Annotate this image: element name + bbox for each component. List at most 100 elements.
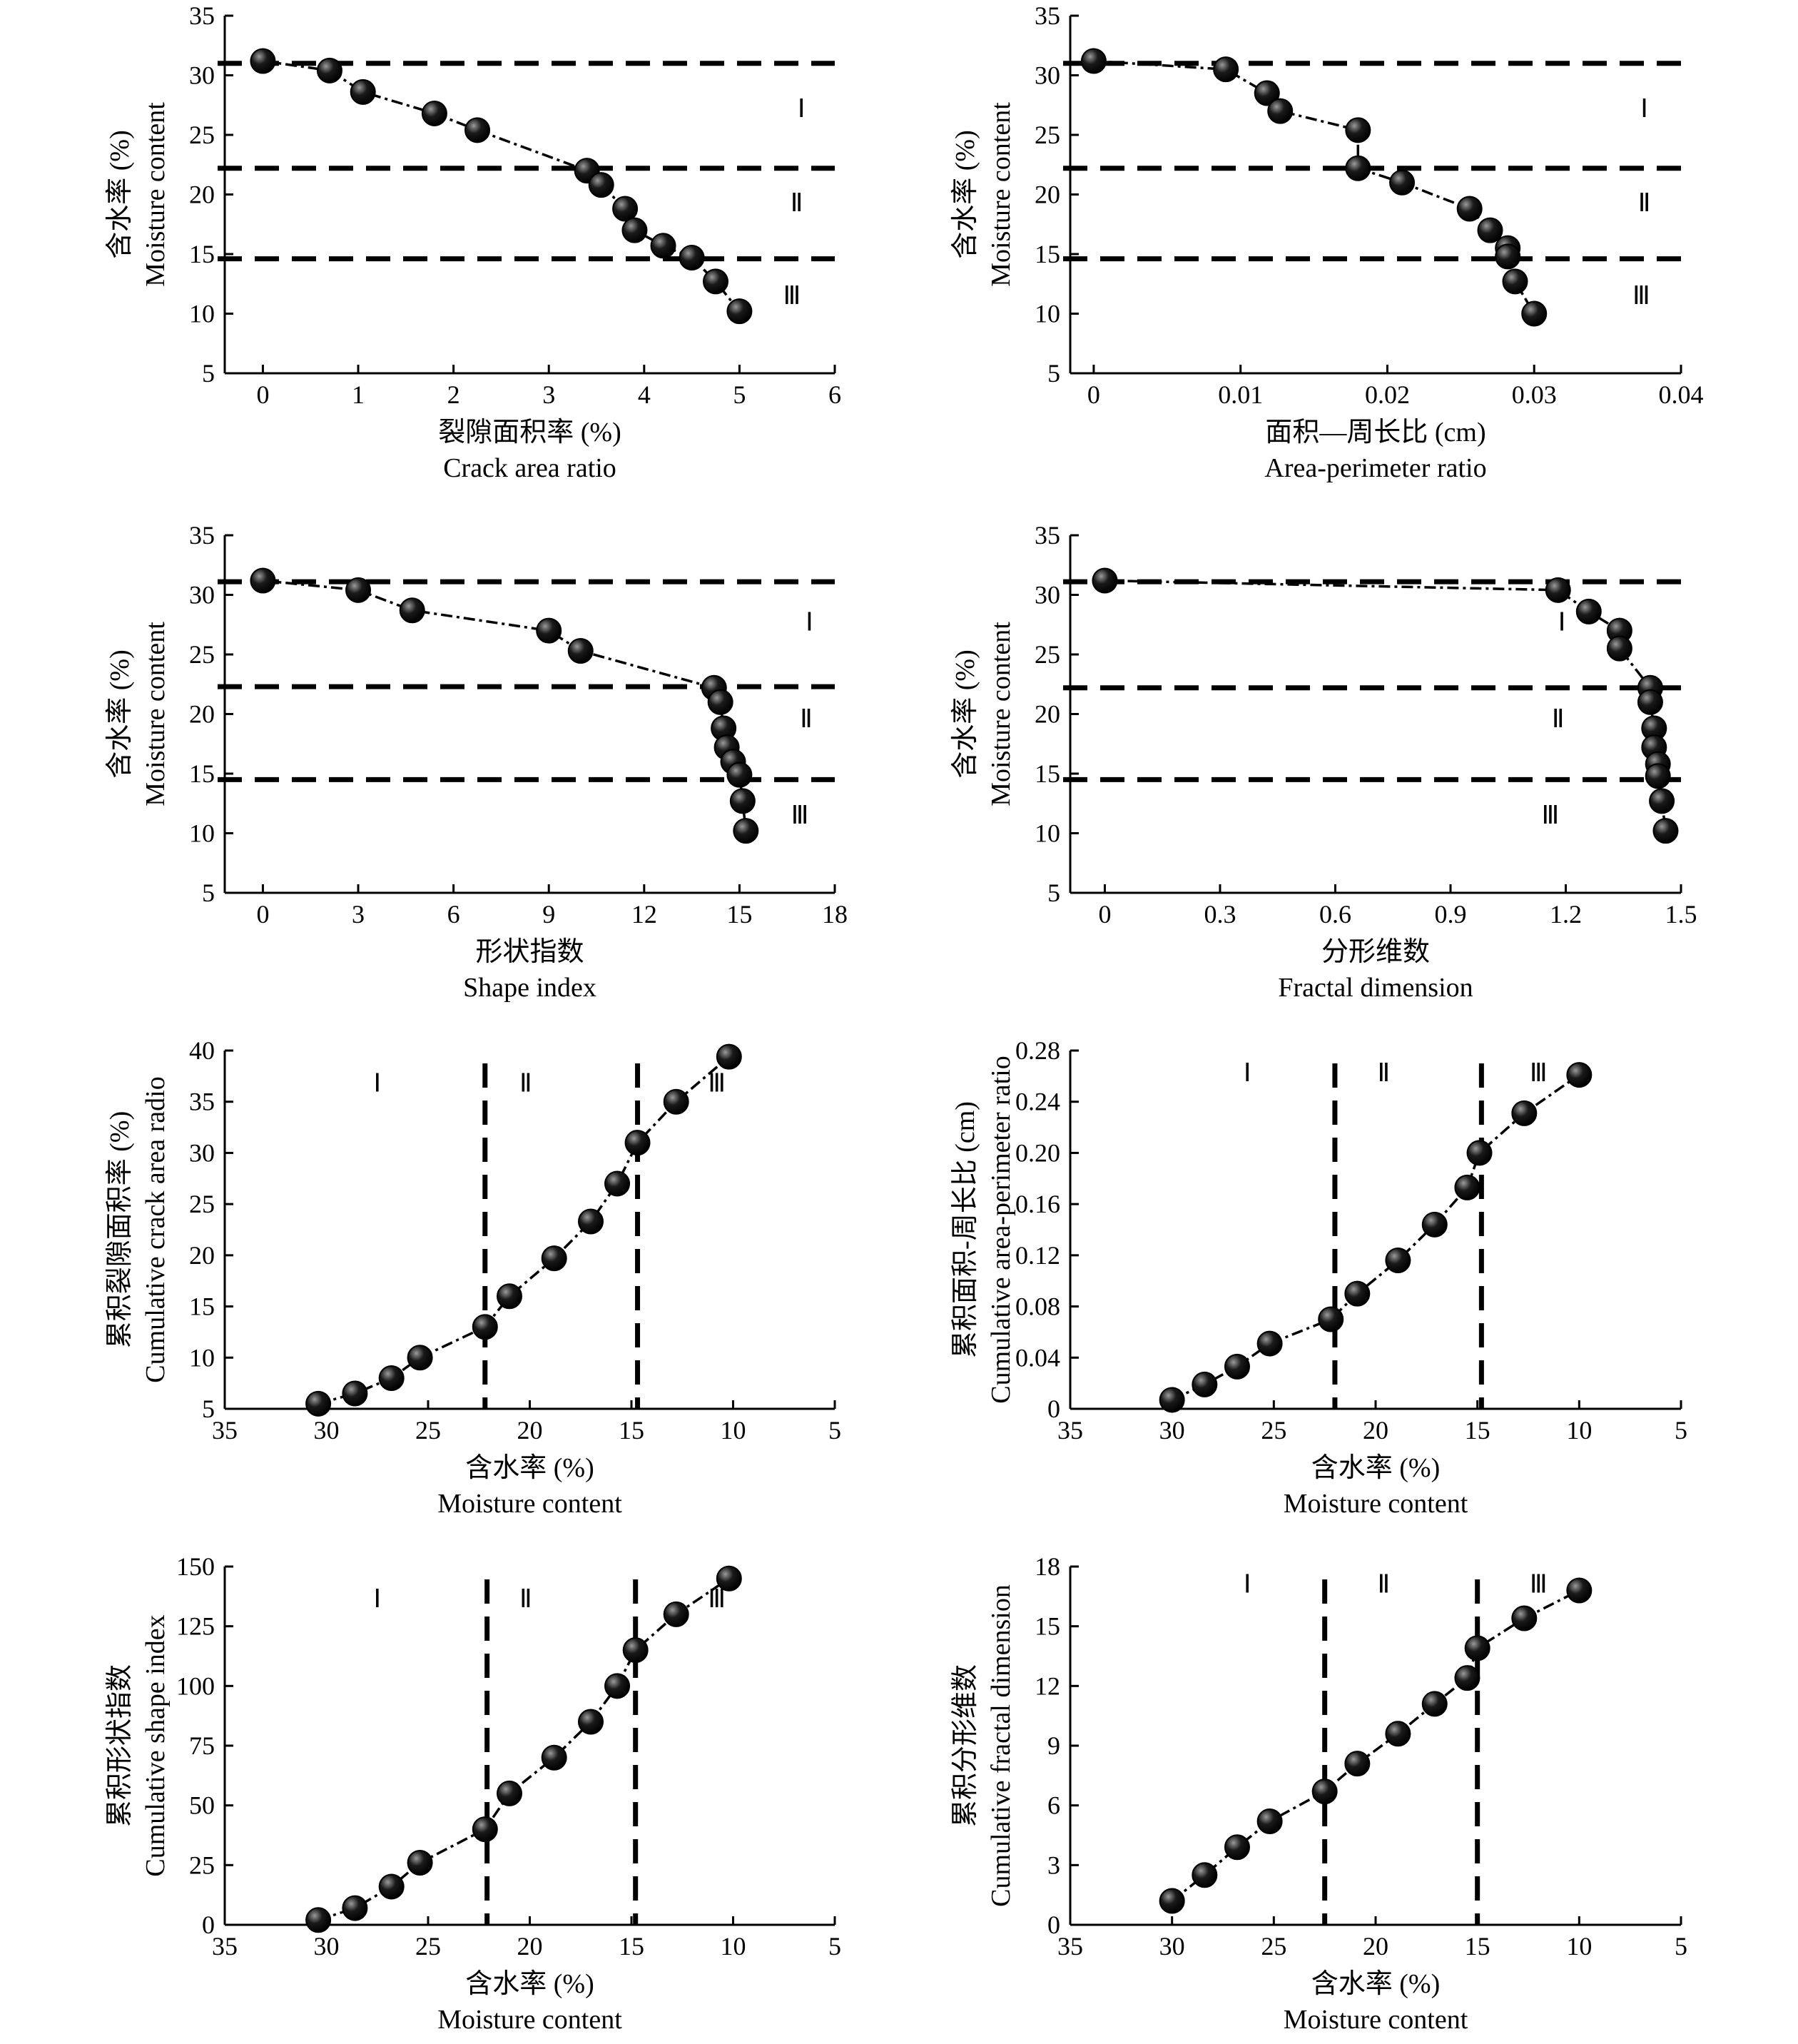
data-point bbox=[1502, 268, 1528, 295]
data-point bbox=[1224, 1834, 1250, 1861]
y-tick-label: 30 bbox=[189, 581, 215, 609]
data-point bbox=[1385, 1721, 1411, 1747]
data-point bbox=[1421, 1691, 1448, 1717]
x-tick-label: 15 bbox=[619, 1932, 644, 1960]
data-point bbox=[1421, 1211, 1448, 1238]
data-point bbox=[1318, 1306, 1344, 1332]
x-tick-label: 35 bbox=[1057, 1416, 1083, 1445]
x-tick-label: 9 bbox=[542, 900, 555, 929]
x-tick-label: 1 bbox=[352, 380, 365, 409]
zone-label: Ⅲ bbox=[1632, 281, 1650, 310]
data-point bbox=[1345, 117, 1371, 143]
x-axis-title-en: Fractal dimension bbox=[1278, 973, 1473, 1003]
x-tick-label: 0 bbox=[256, 900, 269, 929]
x-axis-title-en: Crack area ratio bbox=[443, 453, 616, 483]
y-axis-title-en: Moisture content bbox=[986, 102, 1016, 287]
zone-label: Ⅰ bbox=[806, 608, 813, 637]
data-point bbox=[1521, 300, 1548, 327]
x-tick-label: 30 bbox=[1159, 1416, 1185, 1445]
zone-label: Ⅱ bbox=[1378, 1569, 1391, 1598]
x-axis-title-cn: 含水率 (%) bbox=[465, 1453, 594, 1483]
data-point bbox=[604, 1673, 631, 1699]
y-tick-label: 5 bbox=[1047, 359, 1060, 388]
zone-label: Ⅰ bbox=[373, 1068, 381, 1097]
y-tick-label: 18 bbox=[1035, 1552, 1060, 1581]
y-axis-title-en: Moisture content bbox=[141, 102, 171, 287]
y-tick-label: 10 bbox=[1035, 819, 1060, 848]
y-tick-label: 5 bbox=[202, 1395, 215, 1423]
y-axis-title-cn: 含水率 (%) bbox=[950, 649, 980, 778]
zone-label: Ⅲ bbox=[1530, 1058, 1548, 1087]
y-tick-label: 20 bbox=[1035, 181, 1060, 209]
x-tick-label: 30 bbox=[314, 1932, 340, 1960]
x-tick-label: 1.2 bbox=[1550, 900, 1582, 929]
y-axis-title-cn: 累积分形维数 bbox=[950, 1664, 980, 1827]
x-tick-label: 5 bbox=[828, 1416, 841, 1445]
zone-label: Ⅲ bbox=[791, 801, 809, 829]
data-point bbox=[378, 1365, 405, 1391]
x-tick-label: 10 bbox=[1566, 1416, 1592, 1445]
x-tick-label: 0.02 bbox=[1365, 380, 1410, 409]
x-axis-title-en: Moisture content bbox=[437, 1489, 622, 1519]
data-point bbox=[604, 1170, 631, 1197]
x-axis-title-cn: 含水率 (%) bbox=[465, 1969, 594, 1999]
data-point bbox=[1213, 56, 1239, 83]
y-tick-label: 15 bbox=[189, 1292, 215, 1321]
x-tick-label: 0 bbox=[256, 380, 269, 409]
y-tick-label: 30 bbox=[1035, 61, 1060, 90]
x-axis-title-cn: 分形维数 bbox=[1321, 937, 1430, 967]
data-point bbox=[1511, 1100, 1538, 1126]
x-tick-label: 0.6 bbox=[1319, 900, 1351, 929]
data-point bbox=[1566, 1577, 1593, 1604]
zone-label: Ⅱ bbox=[1638, 188, 1651, 217]
y-tick-label: 35 bbox=[189, 1088, 215, 1116]
x-tick-label: 12 bbox=[631, 900, 657, 929]
y-axis-title-en: Cumulative fractal dimension bbox=[986, 1584, 1016, 1907]
data-point bbox=[250, 567, 276, 594]
data-point bbox=[1080, 48, 1107, 74]
y-tick-label: 35 bbox=[1035, 521, 1060, 550]
y-tick-label: 3 bbox=[1047, 1851, 1060, 1879]
data-point bbox=[342, 1895, 368, 1921]
data-point bbox=[1254, 80, 1280, 106]
y-tick-label: 0 bbox=[202, 1911, 215, 1939]
data-point bbox=[1645, 763, 1671, 789]
data-point bbox=[729, 788, 756, 814]
data-point bbox=[407, 1849, 433, 1876]
data-point bbox=[407, 1345, 433, 1371]
data-point bbox=[1575, 598, 1602, 624]
data-point bbox=[1311, 1779, 1338, 1805]
x-tick-label: 10 bbox=[721, 1932, 746, 1960]
y-tick-label: 50 bbox=[189, 1791, 215, 1820]
x-tick-label: 15 bbox=[619, 1416, 644, 1445]
y-tick-label: 150 bbox=[176, 1552, 215, 1581]
x-axis-title-en: Moisture content bbox=[437, 2005, 622, 2035]
data-point bbox=[399, 597, 425, 624]
x-tick-label: 25 bbox=[415, 1416, 441, 1445]
x-axis-title-cn: 含水率 (%) bbox=[1311, 1453, 1440, 1483]
y-tick-label: 0 bbox=[1047, 1395, 1060, 1423]
x-tick-label: 15 bbox=[1465, 1416, 1490, 1445]
data-point bbox=[378, 1873, 405, 1900]
data-point bbox=[612, 196, 639, 222]
x-tick-label: 0.9 bbox=[1434, 900, 1466, 929]
y-tick-label: 20 bbox=[189, 181, 215, 209]
x-tick-label: 20 bbox=[1363, 1932, 1388, 1960]
y-tick-label: 20 bbox=[189, 1241, 215, 1270]
data-point bbox=[624, 1130, 651, 1156]
data-point bbox=[1224, 1353, 1250, 1380]
y-tick-label: 10 bbox=[189, 819, 215, 848]
data-point bbox=[578, 1709, 604, 1735]
y-tick-label: 30 bbox=[189, 61, 215, 90]
data-point bbox=[716, 1043, 742, 1070]
x-tick-label: 0.01 bbox=[1218, 380, 1263, 409]
x-tick-label: 0 bbox=[1098, 900, 1111, 929]
y-tick-label: 5 bbox=[202, 879, 215, 907]
x-tick-label: 20 bbox=[1363, 1416, 1388, 1445]
y-tick-label: 9 bbox=[1047, 1731, 1060, 1760]
data-point bbox=[703, 268, 729, 295]
y-tick-label: 5 bbox=[1047, 879, 1060, 907]
zone-label: Ⅱ bbox=[519, 1584, 532, 1613]
data-point bbox=[250, 48, 276, 74]
